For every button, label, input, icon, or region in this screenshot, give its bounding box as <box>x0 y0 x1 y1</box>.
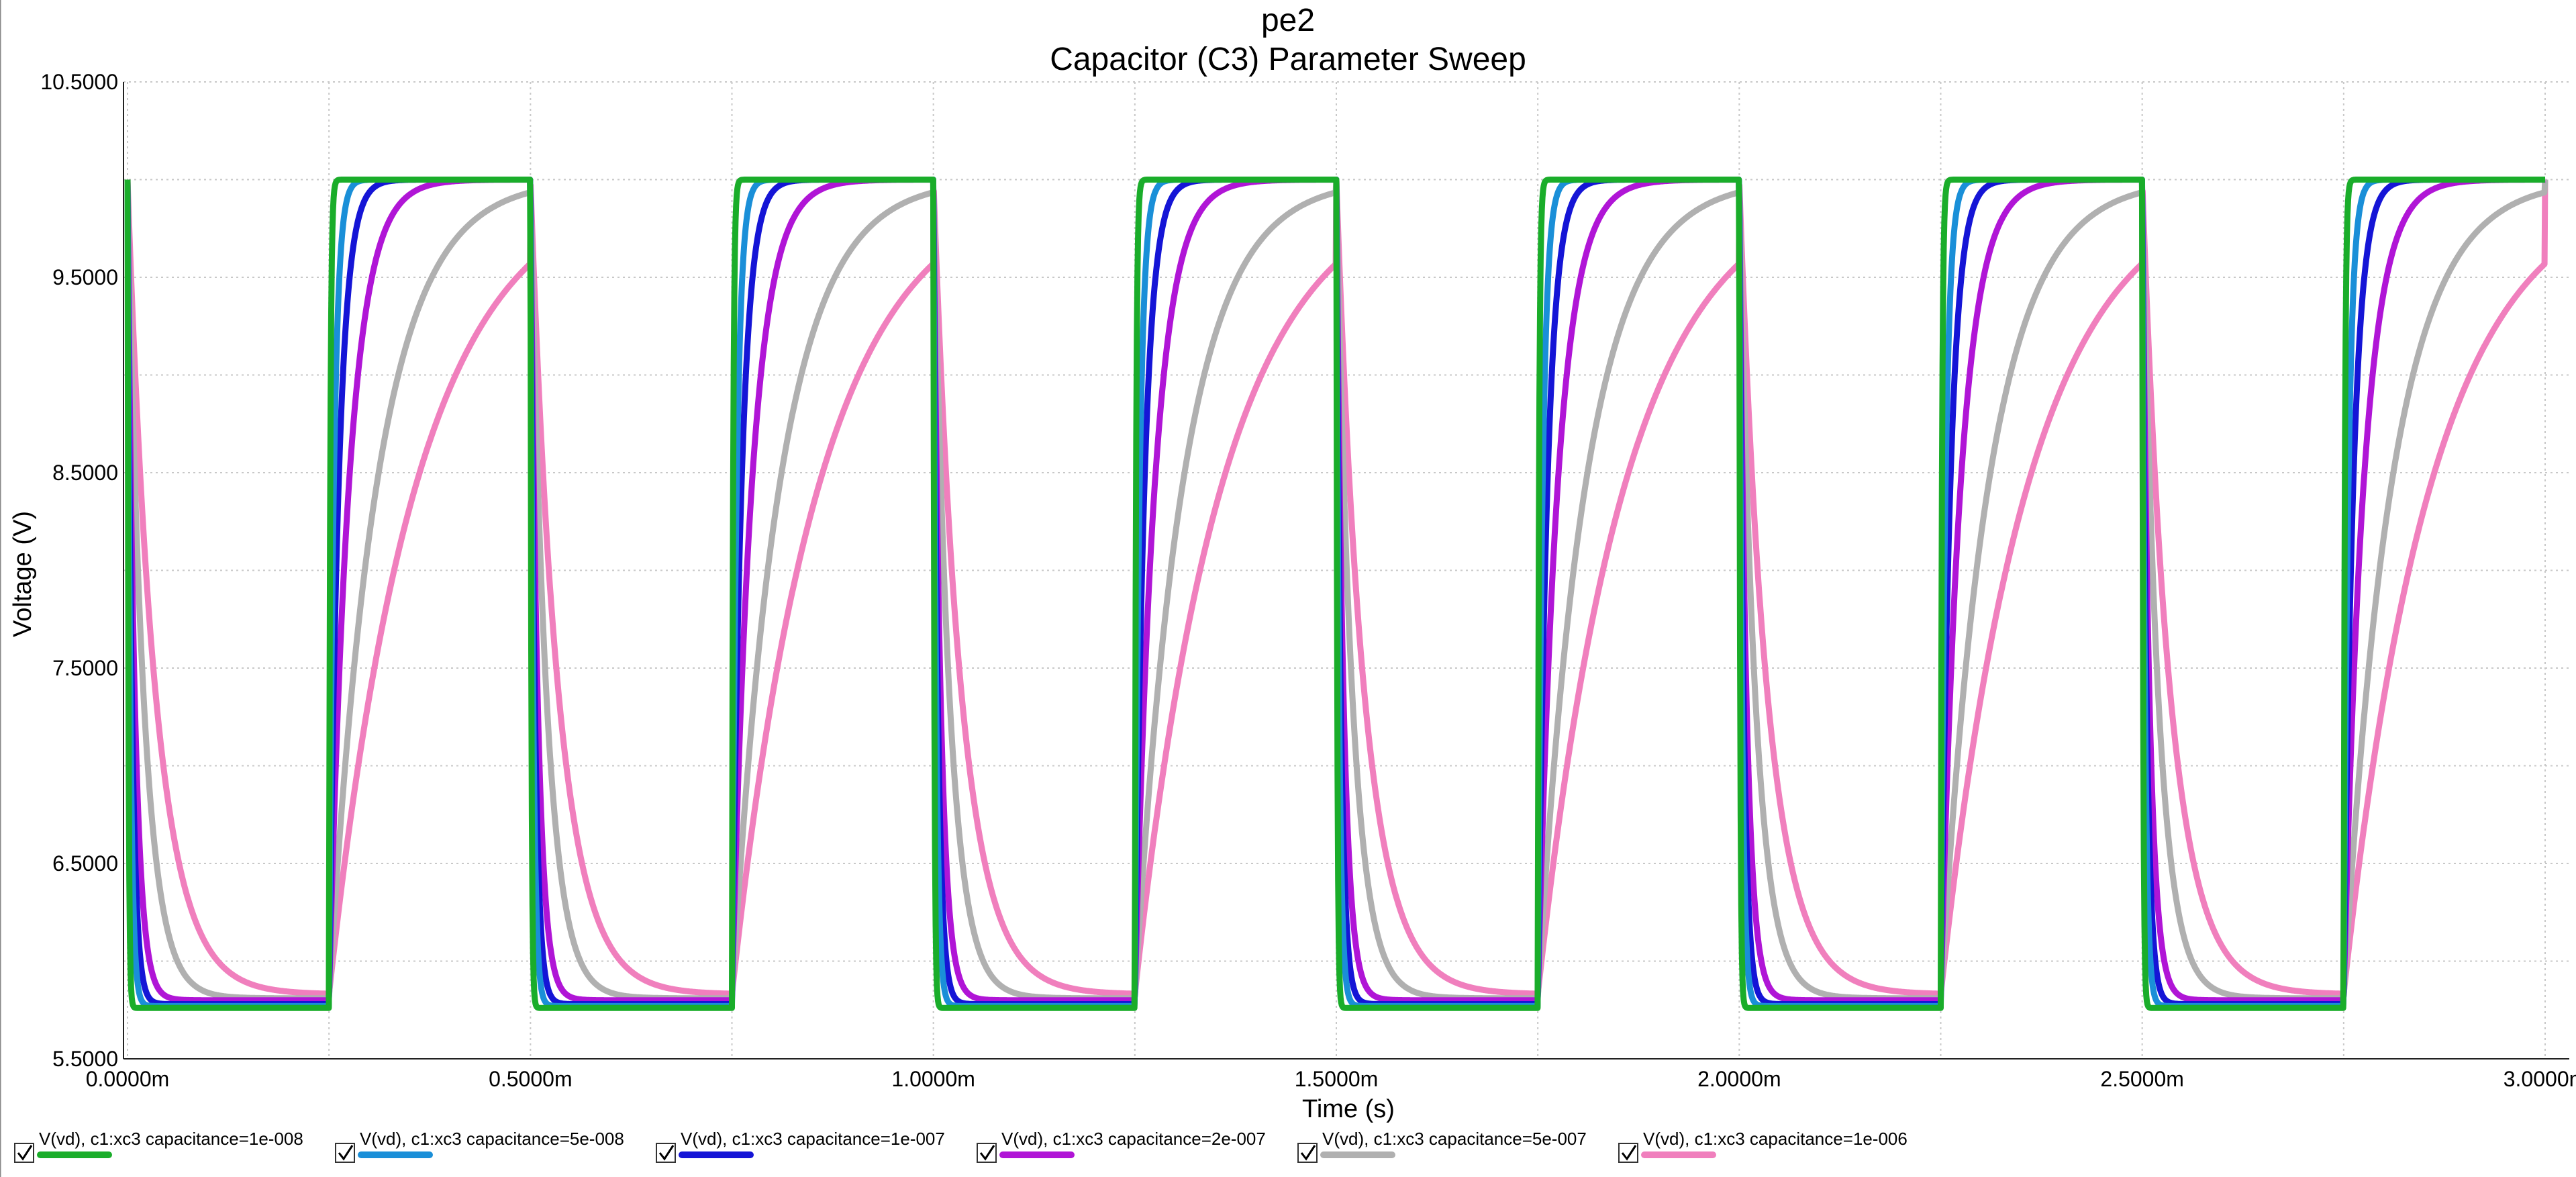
x-tick-label: 3.0000m <box>2504 1067 2576 1091</box>
legend-label: V(vd), c1:xc3 capacitance=1e-008 <box>39 1129 303 1149</box>
y-tick-label: 8.5000 <box>52 461 118 485</box>
y-tick-label: 5.5000 <box>52 1047 118 1071</box>
chart-subtitle: Capacitor (C3) Parameter Sweep <box>1050 42 1526 77</box>
legend-item[interactable]: V(vd), c1:xc3 capacitance=1e-007 <box>656 1129 945 1163</box>
legend: V(vd), c1:xc3 capacitance=1e-008 V(vd), c… <box>14 1129 1908 1163</box>
legend-label: V(vd), c1:xc3 capacitance=1e-006 <box>1643 1129 1908 1149</box>
legend-label: V(vd), c1:xc3 capacitance=1e-007 <box>681 1129 945 1149</box>
checkmark-icon <box>338 1145 354 1161</box>
x-tick-label: 1.0000m <box>891 1067 975 1091</box>
x-tick-label: 0.0000m <box>86 1067 170 1091</box>
legend-item[interactable]: V(vd), c1:xc3 capacitance=5e-008 <box>335 1129 624 1163</box>
legend-item[interactable]: V(vd), c1:xc3 capacitance=5e-007 <box>1297 1129 1587 1163</box>
plot-area[interactable] <box>124 177 2548 1011</box>
x-tick-label: 2.0000m <box>1697 1067 1781 1091</box>
y-tick-label: 9.5000 <box>52 265 118 289</box>
legend-label: V(vd), c1:xc3 capacitance=5e-008 <box>360 1129 624 1149</box>
chart-title: pe2 <box>1261 3 1315 38</box>
y-tick-label: 6.5000 <box>52 851 118 876</box>
x-axis-label: Time (s) <box>1302 1095 1395 1123</box>
legend-item[interactable]: V(vd), c1:xc3 capacitance=1e-006 <box>1618 1129 1908 1163</box>
legend-item[interactable]: V(vd), c1:xc3 capacitance=2e-007 <box>977 1129 1266 1163</box>
y-axis-label: Voltage (V) <box>9 511 37 637</box>
checkmark-icon <box>979 1145 995 1161</box>
y-tick-label: 10.5000 <box>40 70 118 94</box>
y-tick-label: 7.5000 <box>52 656 118 680</box>
series-line-1[interactable] <box>124 177 2548 1011</box>
legend-label: V(vd), c1:xc3 capacitance=2e-007 <box>1001 1129 1266 1149</box>
x-tick-label: 0.5000m <box>489 1067 573 1091</box>
legend-item[interactable]: V(vd), c1:xc3 capacitance=1e-008 <box>14 1129 303 1163</box>
checkmark-icon <box>1300 1145 1316 1161</box>
tick-labels: 0.0000m 0.5000m 1.0000m 1.5000m 2.0000m 2.500… <box>40 70 2576 1091</box>
checkmark-icon <box>658 1145 675 1161</box>
checkmark-icon <box>1621 1145 1637 1161</box>
legend-label: V(vd), c1:xc3 capacitance=5e-007 <box>1322 1129 1587 1149</box>
x-tick-label: 1.5000m <box>1295 1067 1379 1091</box>
x-tick-label: 2.5000m <box>2100 1067 2184 1091</box>
checkmark-icon <box>17 1145 33 1161</box>
